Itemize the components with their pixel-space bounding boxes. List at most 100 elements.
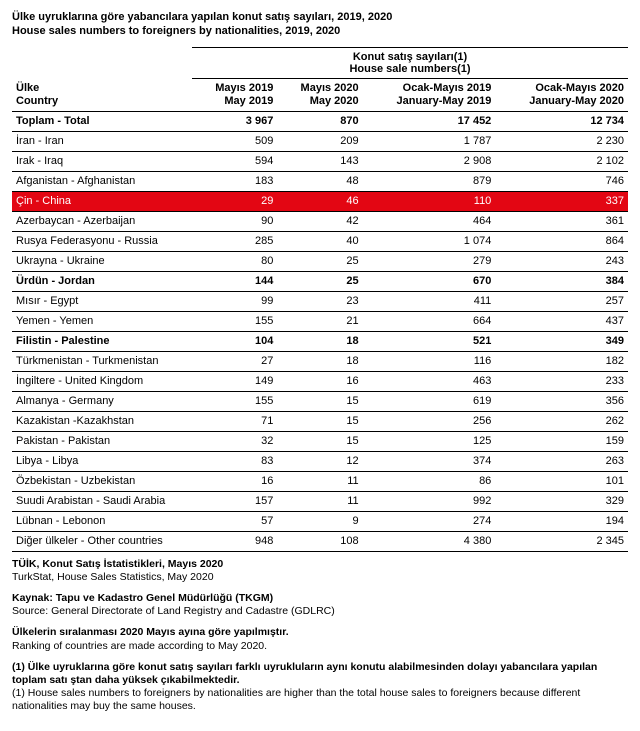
title-block: Ülke uyruklarına göre yabancılara yapıla… (12, 10, 628, 39)
table-row: Suudi Arabistan - Saudi Arabia1571199232… (12, 491, 628, 511)
value-cell: 15 (277, 411, 362, 431)
value-cell: 1 787 (363, 131, 496, 151)
value-cell: 48 (277, 171, 362, 191)
title-en: House sales numbers to foreigners by nat… (12, 24, 628, 38)
value-cell: 18 (277, 351, 362, 371)
country-cell: Türkmenistan - Turkmenistan (12, 351, 192, 371)
col-en: January-May 2020 (499, 95, 624, 108)
title-tr: Ülke uyruklarına göre yabancılara yapıla… (12, 10, 628, 24)
value-cell: 11 (277, 491, 362, 511)
value-cell: 104 (192, 331, 277, 351)
value-cell: 9 (277, 511, 362, 531)
value-cell: 116 (363, 351, 496, 371)
value-cell: 879 (363, 171, 496, 191)
value-cell: 159 (495, 431, 628, 451)
country-cell: Ürdün - Jordan (12, 271, 192, 291)
value-cell: 23 (277, 291, 362, 311)
value-cell: 144 (192, 271, 277, 291)
country-cell: Libya - Libya (12, 451, 192, 471)
table-row: İngiltere - United Kingdom14916463233 (12, 371, 628, 391)
value-cell: 262 (495, 411, 628, 431)
value-cell: 16 (192, 471, 277, 491)
country-cell: Toplam - Total (12, 111, 192, 131)
value-cell: 21 (277, 311, 362, 331)
value-cell: 83 (192, 451, 277, 471)
value-cell: 509 (192, 131, 277, 151)
value-cell: 992 (363, 491, 496, 511)
table-row: Rusya Federasyonu - Russia285401 074864 (12, 231, 628, 251)
table-row: Irak - Iraq5941432 9082 102 (12, 151, 628, 171)
value-cell: 1 074 (363, 231, 496, 251)
footer-block: TÜİK, Konut Satış İstatistikleri, Mayıs … (12, 558, 628, 584)
value-cell: 194 (495, 511, 628, 531)
country-cell: Yemen - Yemen (12, 311, 192, 331)
footnotes: TÜİK, Konut Satış İstatistikleri, Mayıs … (12, 558, 628, 713)
group-header-tr: Konut satış sayıları(1) (196, 51, 624, 63)
table-row: Mısır - Egypt9923411257 (12, 291, 628, 311)
value-cell: 349 (495, 331, 628, 351)
value-cell: 182 (495, 351, 628, 371)
value-cell: 274 (363, 511, 496, 531)
table-row: Çin - China2946110337 (12, 191, 628, 211)
value-cell: 108 (277, 531, 362, 551)
table-row: İran - Iran5092091 7872 230 (12, 131, 628, 151)
value-cell: 279 (363, 251, 496, 271)
table-row: Filistin - Palestine10418521349 (12, 331, 628, 351)
column-header: Mayıs 2020May 2020 (277, 78, 362, 111)
value-cell: 285 (192, 231, 277, 251)
col0-en: Country (16, 95, 188, 108)
value-cell: 619 (363, 391, 496, 411)
country-cell: Filistin - Palestine (12, 331, 192, 351)
value-cell: 12 (277, 451, 362, 471)
value-cell: 356 (495, 391, 628, 411)
value-cell: 374 (363, 451, 496, 471)
table-row: Kazakistan -Kazakhstan7115256262 (12, 411, 628, 431)
value-cell: 101 (495, 471, 628, 491)
value-cell: 463 (363, 371, 496, 391)
value-cell: 948 (192, 531, 277, 551)
value-cell: 15 (277, 391, 362, 411)
col-tr: Mayıs 2020 (281, 82, 358, 95)
value-cell: 209 (277, 131, 362, 151)
footer-block: (1) Ülke uyruklarına göre konut satış sa… (12, 661, 628, 714)
footer-bold-line: (1) Ülke uyruklarına göre konut satış sa… (12, 661, 628, 687)
table-row: Ürdün - Jordan14425670384 (12, 271, 628, 291)
group-header-row: Konut satış sayıları(1) House sale numbe… (12, 47, 628, 78)
table-row: Özbekistan - Uzbekistan161186101 (12, 471, 628, 491)
value-cell: 40 (277, 231, 362, 251)
value-cell: 361 (495, 211, 628, 231)
footer-normal-line: Source: General Directorate of Land Regi… (12, 605, 628, 618)
country-cell: Özbekistan - Uzbekistan (12, 471, 192, 491)
value-cell: 86 (363, 471, 496, 491)
value-cell: 864 (495, 231, 628, 251)
value-cell: 11 (277, 471, 362, 491)
value-cell: 42 (277, 211, 362, 231)
value-cell: 2 102 (495, 151, 628, 171)
value-cell: 15 (277, 431, 362, 451)
table-row: Ukrayna - Ukraine8025279243 (12, 251, 628, 271)
value-cell: 664 (363, 311, 496, 331)
footer-block: Ülkelerin sıralanması 2020 Mayıs ayına g… (12, 626, 628, 652)
country-cell: Rusya Federasyonu - Russia (12, 231, 192, 251)
value-cell: 337 (495, 191, 628, 211)
country-cell: Almanya - Germany (12, 391, 192, 411)
country-cell: Çin - China (12, 191, 192, 211)
value-cell: 46 (277, 191, 362, 211)
column-headers: Ülke Country Mayıs 2019May 2019Mayıs 202… (12, 78, 628, 111)
country-cell: İran - Iran (12, 131, 192, 151)
table-row: Pakistan - Pakistan3215125159 (12, 431, 628, 451)
country-cell: Kazakistan -Kazakhstan (12, 411, 192, 431)
value-cell: 329 (495, 491, 628, 511)
value-cell: 464 (363, 211, 496, 231)
footer-bold-line: TÜİK, Konut Satış İstatistikleri, Mayıs … (12, 558, 628, 571)
table-row: Lübnan - Lebonon579274194 (12, 511, 628, 531)
value-cell: 27 (192, 351, 277, 371)
value-cell: 155 (192, 391, 277, 411)
table-row: Libya - Libya8312374263 (12, 451, 628, 471)
value-cell: 125 (363, 431, 496, 451)
data-table: Konut satış sayıları(1) House sale numbe… (12, 47, 628, 552)
footer-normal-line: (1) House sales numbers to foreigners by… (12, 687, 628, 713)
value-cell: 32 (192, 431, 277, 451)
value-cell: 17 452 (363, 111, 496, 131)
value-cell: 257 (495, 291, 628, 311)
